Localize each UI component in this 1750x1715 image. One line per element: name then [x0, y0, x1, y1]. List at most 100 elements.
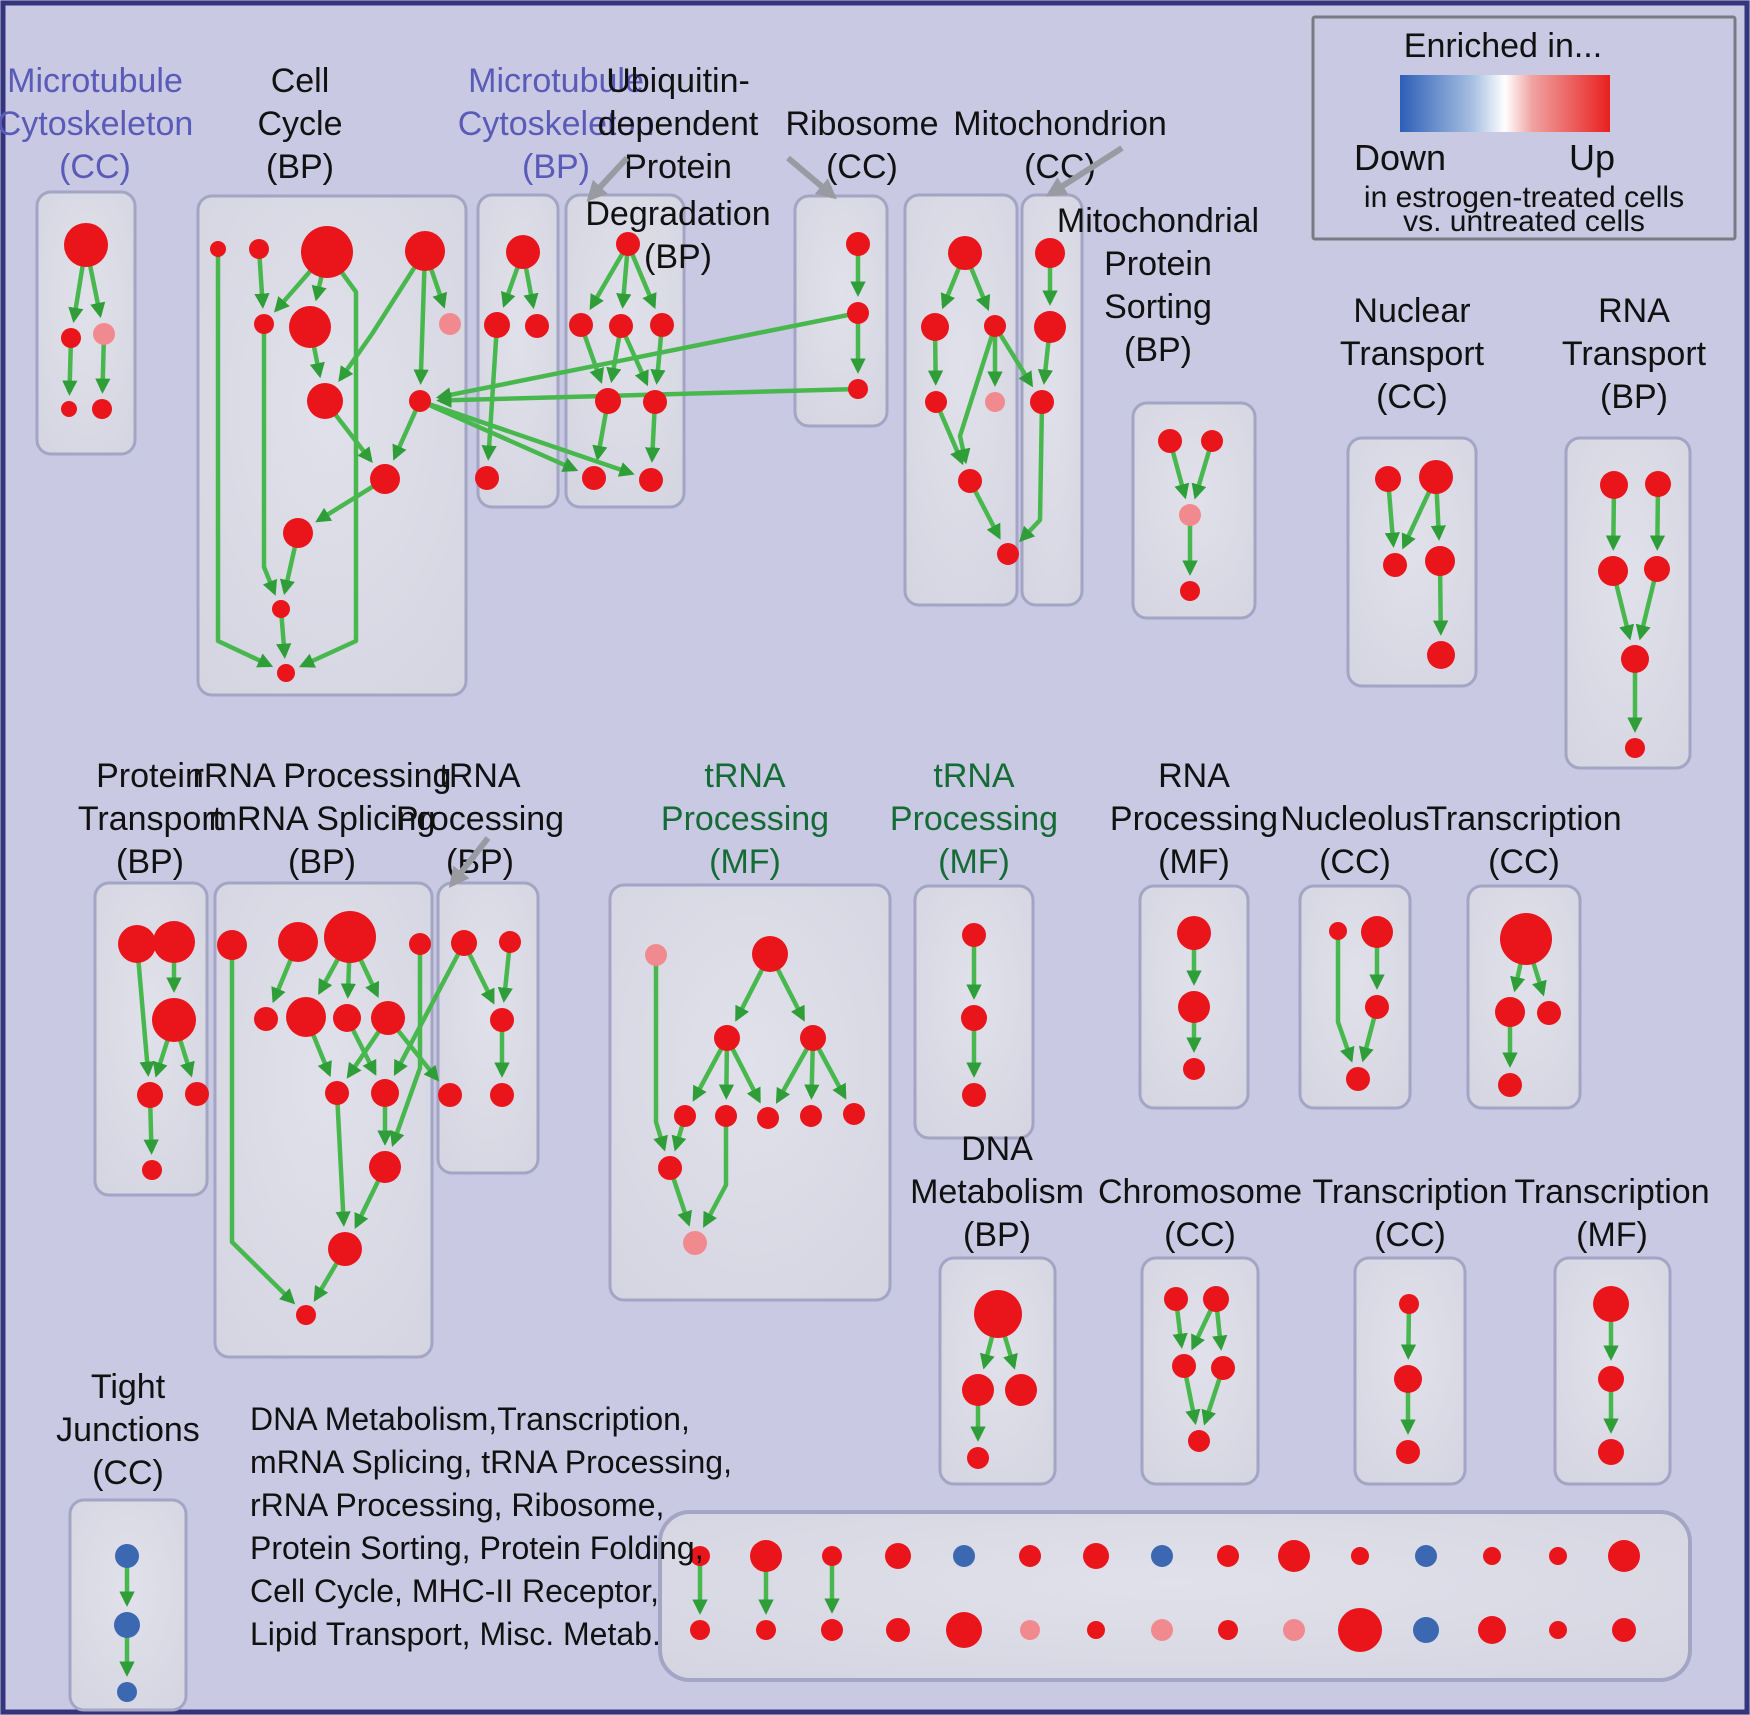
- cluster-label-trna-processing-mf-large: Processing: [661, 800, 829, 838]
- node-ribosome-cc-0: [948, 236, 982, 270]
- node-panel-top-1: [750, 1540, 782, 1572]
- node-microtubule-cytoskeleton-bp-1: [484, 312, 510, 338]
- node-panel-top-6: [1083, 1543, 1109, 1569]
- node-nucleolus-cc-3: [1346, 1067, 1370, 1091]
- node-ubiquitin-degradation-left-2: [609, 314, 633, 338]
- node-tight-junctions-cc-0: [115, 1544, 139, 1568]
- node-nuclear-transport-cc-0: [1375, 466, 1401, 492]
- node-transcription-mf-0: [1593, 1286, 1629, 1322]
- node-transcription-mf-1: [1598, 1366, 1624, 1392]
- node-microtubule-cytoskeleton-cc-1: [61, 328, 81, 348]
- node-dna-metabolism-bp-1: [962, 1374, 994, 1406]
- cluster-label-trna-processing-mf-small: (MF): [938, 843, 1010, 881]
- node-rna-transport-bp-4: [1621, 645, 1649, 673]
- node-rrna-processing-mrna-splicing-bp-1: [278, 922, 318, 962]
- edge-trna-processing-mf-large: [653, 955, 668, 1152]
- node-protein-transport-bp-5: [142, 1160, 162, 1180]
- cluster-box-microtubule-cytoskeleton-cc: [35, 190, 137, 456]
- annotation-arrow-0: [586, 155, 630, 202]
- node-nuclear-transport-cc-4: [1427, 641, 1455, 669]
- node-rna-processing-mf-1: [1178, 991, 1210, 1023]
- node-mitochondrion-cc-2: [1030, 390, 1054, 414]
- node-panel-bottom-4: [946, 1612, 982, 1648]
- node-panel-bottom-14: [1612, 1618, 1636, 1642]
- cluster-label-chromosome-cc: (CC): [1164, 1216, 1236, 1254]
- node-panel-top-2: [822, 1546, 842, 1566]
- edge-cell-cycle-bp: [413, 250, 429, 385]
- node-panel-top-9: [1278, 1540, 1310, 1572]
- node-ubiquitin-degradation-left-7: [639, 468, 663, 492]
- node-ubiquitin-degradation-right-1: [847, 302, 869, 324]
- node-trna-processing-bp-0: [451, 930, 477, 956]
- cluster-label-tight-junctions-cc: Tight: [91, 1368, 166, 1406]
- cluster-label-mitochondrial-protein-sorting-bp: Sorting: [1104, 288, 1212, 326]
- node-trna-processing-bp-1: [499, 931, 521, 953]
- misc-terms-text: mRNA Splicing, tRNA Processing,: [250, 1444, 732, 1480]
- node-rna-transport-bp-1: [1645, 471, 1671, 497]
- annotation-arrow-2: [1045, 145, 1124, 197]
- cluster-label-nuclear-transport-cc: Nuclear: [1353, 292, 1470, 330]
- node-cell-cycle-bp-11: [272, 600, 290, 618]
- node-mitochondrial-protein-sorting-bp-3: [1180, 581, 1200, 601]
- cluster-label-tight-junctions-cc: Junctions: [56, 1411, 200, 1449]
- node-trna-processing-mf-large-1: [752, 936, 788, 972]
- node-trna-processing-mf-large-2: [714, 1025, 740, 1051]
- node-panel-top-13: [1549, 1547, 1567, 1565]
- legend-gradient-bar: [1400, 75, 1610, 132]
- node-protein-transport-bp-3: [137, 1082, 163, 1108]
- labels-layer: Microtubule Cytoskeleton (CC) Cell Cycle (BP)…: [0, 62, 1710, 1652]
- node-panel-top-11: [1415, 1545, 1437, 1567]
- cluster-label-dna-metabolism-bp: DNA: [961, 1130, 1033, 1168]
- node-dna-metabolism-bp-0: [974, 1290, 1022, 1338]
- node-trna-processing-bp-3: [438, 1083, 462, 1107]
- node-panel-top-0: [690, 1546, 710, 1566]
- edge-trna-processing-mf-large: [702, 1116, 729, 1228]
- misc-terms-text: Cell Cycle, MHC-II Receptor,: [250, 1573, 659, 1609]
- node-panel-top-4: [953, 1545, 975, 1567]
- node-cell-cycle-bp-0: [210, 241, 226, 257]
- node-trna-processing-mf-large-4: [674, 1105, 696, 1127]
- label-ubiquitin-degradation: (BP): [644, 238, 712, 276]
- node-panel-bottom-6: [1087, 1621, 1105, 1639]
- legend-subtitle-line2: vs. untreated cells: [1403, 205, 1645, 238]
- cluster-label-mitochondrial-protein-sorting-bp: (BP): [1124, 331, 1192, 369]
- node-ubiquitin-degradation-left-1: [569, 313, 593, 337]
- legend-subtitle-line1: in estrogen-treated cells: [1364, 181, 1684, 214]
- cluster-label-microtubule-cytoskeleton-bp: (BP): [522, 148, 590, 186]
- node-nuclear-transport-cc-1: [1419, 460, 1453, 494]
- cluster-label-mitochondrial-protein-sorting-bp: Mitochondrial: [1057, 202, 1259, 240]
- cluster-label-chromosome-cc: Chromosome: [1098, 1173, 1302, 1211]
- legend-up-label: Up: [1569, 137, 1615, 178]
- cluster-label-rna-transport-bp: (BP): [1600, 378, 1668, 416]
- node-rrna-processing-mrna-splicing-bp-9: [371, 1079, 399, 1107]
- cluster-label-rna-processing-mf: (MF): [1158, 843, 1230, 881]
- cluster-label-trna-processing-mf-small: Processing: [890, 800, 1058, 838]
- node-panel-top-12: [1483, 1547, 1501, 1565]
- node-ribosome-cc-5: [958, 469, 982, 493]
- cluster-box-trna-processing-bp: [436, 881, 540, 1175]
- cluster-label-cell-cycle-bp: (BP): [266, 148, 334, 186]
- node-panel-top-3: [885, 1543, 911, 1569]
- node-trna-processing-mf-small-1: [961, 1005, 987, 1031]
- node-transcription-mf-2: [1598, 1439, 1624, 1465]
- cross-edge: [1019, 401, 1045, 543]
- cluster-label-transcription-mf: (MF): [1576, 1216, 1648, 1254]
- node-ubiquitin-degradation-right-2: [848, 379, 868, 399]
- node-microtubule-cytoskeleton-bp-0: [506, 235, 540, 269]
- cluster-label-dna-metabolism-bp: Metabolism: [910, 1173, 1084, 1211]
- node-nucleolus-cc-2: [1365, 995, 1389, 1019]
- cluster-label-microtubule-cytoskeleton-bp: Cytoskeleton: [458, 105, 655, 143]
- node-chromosome-cc-2: [1172, 1354, 1196, 1378]
- cluster-label-trna-processing-mf-large: (MF): [709, 843, 781, 881]
- cluster-box-transcription-cc-row2: [1466, 884, 1582, 1110]
- cluster-label-mitochondrial-protein-sorting-bp: Protein: [1104, 245, 1212, 283]
- cluster-label-rna-processing-mf: RNA: [1158, 757, 1230, 795]
- cluster-label-transcription-cc-row3: Transcription: [1312, 1173, 1507, 1211]
- node-cell-cycle-bp-5: [289, 306, 331, 348]
- misc-terms-text: Lipid Transport, Misc. Metab.: [250, 1616, 661, 1652]
- cluster-label-cell-cycle-bp: Cell: [271, 62, 330, 100]
- node-dna-metabolism-bp-2: [1005, 1374, 1037, 1406]
- annotation-arrow-1: [786, 155, 837, 200]
- edge-cell-cycle-bp: [261, 324, 278, 596]
- node-ubiquitin-degradation-right-0: [846, 232, 870, 256]
